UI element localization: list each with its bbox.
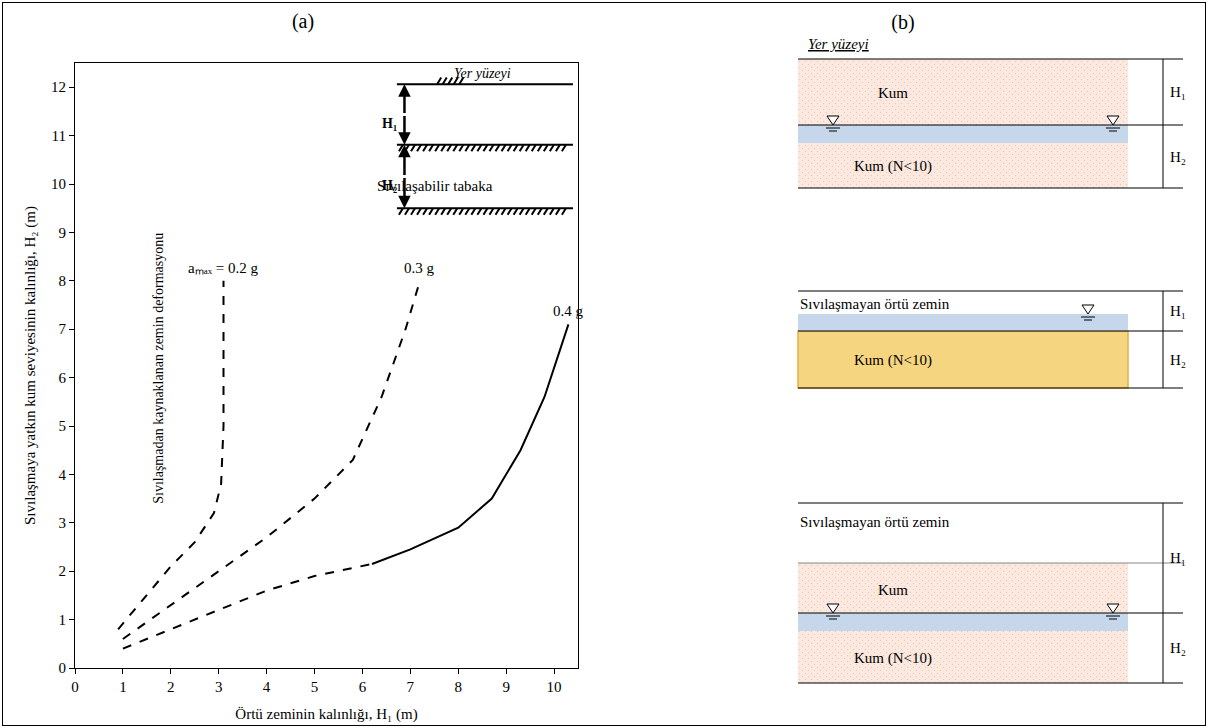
svg-text:Örtü zeminin kalınlığı, H₁ (m): Örtü zeminin kalınlığı, H₁ (m) (235, 706, 417, 723)
svg-text:0: 0 (59, 660, 67, 676)
svg-text:H₂: H₂ (382, 178, 397, 193)
svg-text:Kum (N<10): Kum (N<10) (854, 352, 932, 369)
svg-text:9: 9 (59, 225, 67, 241)
svg-text:1: 1 (59, 612, 67, 628)
svg-text:H₁: H₁ (1170, 303, 1186, 319)
svg-text:Kum (N<10): Kum (N<10) (854, 650, 932, 667)
svg-text:0.3 g: 0.3 g (404, 260, 435, 276)
svg-text:3: 3 (215, 679, 223, 695)
svg-text:(a): (a) (292, 10, 314, 33)
svg-text:7: 7 (59, 321, 67, 337)
svg-text:0.4 g: 0.4 g (553, 303, 584, 319)
svg-text:Kum: Kum (878, 85, 908, 101)
svg-text:H₁: H₁ (382, 116, 397, 131)
svg-text:2: 2 (59, 563, 67, 579)
svg-text:12: 12 (51, 79, 66, 95)
svg-text:Yer yüzeyi: Yer yüzeyi (808, 36, 869, 52)
svg-text:H₂: H₂ (1170, 352, 1186, 368)
svg-text:11: 11 (52, 128, 66, 144)
svg-text:H₁: H₁ (1170, 550, 1186, 566)
svg-text:5: 5 (59, 418, 67, 434)
svg-text:H₂: H₂ (1170, 640, 1186, 656)
svg-text:5: 5 (311, 679, 319, 695)
svg-text:H₂: H₂ (1170, 149, 1186, 165)
svg-text:2: 2 (167, 679, 175, 695)
svg-text:10: 10 (547, 679, 562, 695)
svg-text:1: 1 (119, 679, 127, 695)
svg-text:Yer yüzeyi: Yer yüzeyi (454, 66, 511, 81)
svg-text:Sıvılaşmaya yatkın kum seviyes: Sıvılaşmaya yatkın kum seviyesinin kalın… (22, 206, 39, 525)
svg-text:4: 4 (263, 679, 271, 695)
svg-text:Kum (N<10): Kum (N<10) (854, 158, 932, 175)
svg-text:0: 0 (71, 679, 79, 695)
svg-text:6: 6 (359, 679, 367, 695)
svg-text:8: 8 (454, 679, 462, 695)
svg-text:Sıvılaşabilir tabaka: Sıvılaşabilir tabaka (377, 178, 493, 194)
svg-text:H₁: H₁ (1170, 84, 1186, 100)
svg-text:aₘₐₓ = 0.2 g: aₘₐₓ = 0.2 g (188, 260, 259, 276)
svg-text:10: 10 (51, 176, 66, 192)
svg-text:6: 6 (59, 370, 67, 386)
svg-text:(b): (b) (891, 11, 914, 34)
svg-text:9: 9 (502, 679, 510, 695)
svg-text:7: 7 (407, 679, 415, 695)
svg-text:Sıvılaşmayan örtü zemin: Sıvılaşmayan örtü zemin (800, 514, 950, 530)
svg-text:Kum: Kum (878, 582, 908, 598)
svg-text:Sıvılaşmayan örtü zemin: Sıvılaşmayan örtü zemin (800, 296, 950, 312)
svg-text:8: 8 (59, 273, 67, 289)
svg-text:3: 3 (59, 515, 67, 531)
svg-text:4: 4 (59, 467, 67, 483)
svg-text:Sıvılaşmadan kaynaklanan zemin: Sıvılaşmadan kaynaklanan zemin deformasy… (151, 233, 166, 504)
